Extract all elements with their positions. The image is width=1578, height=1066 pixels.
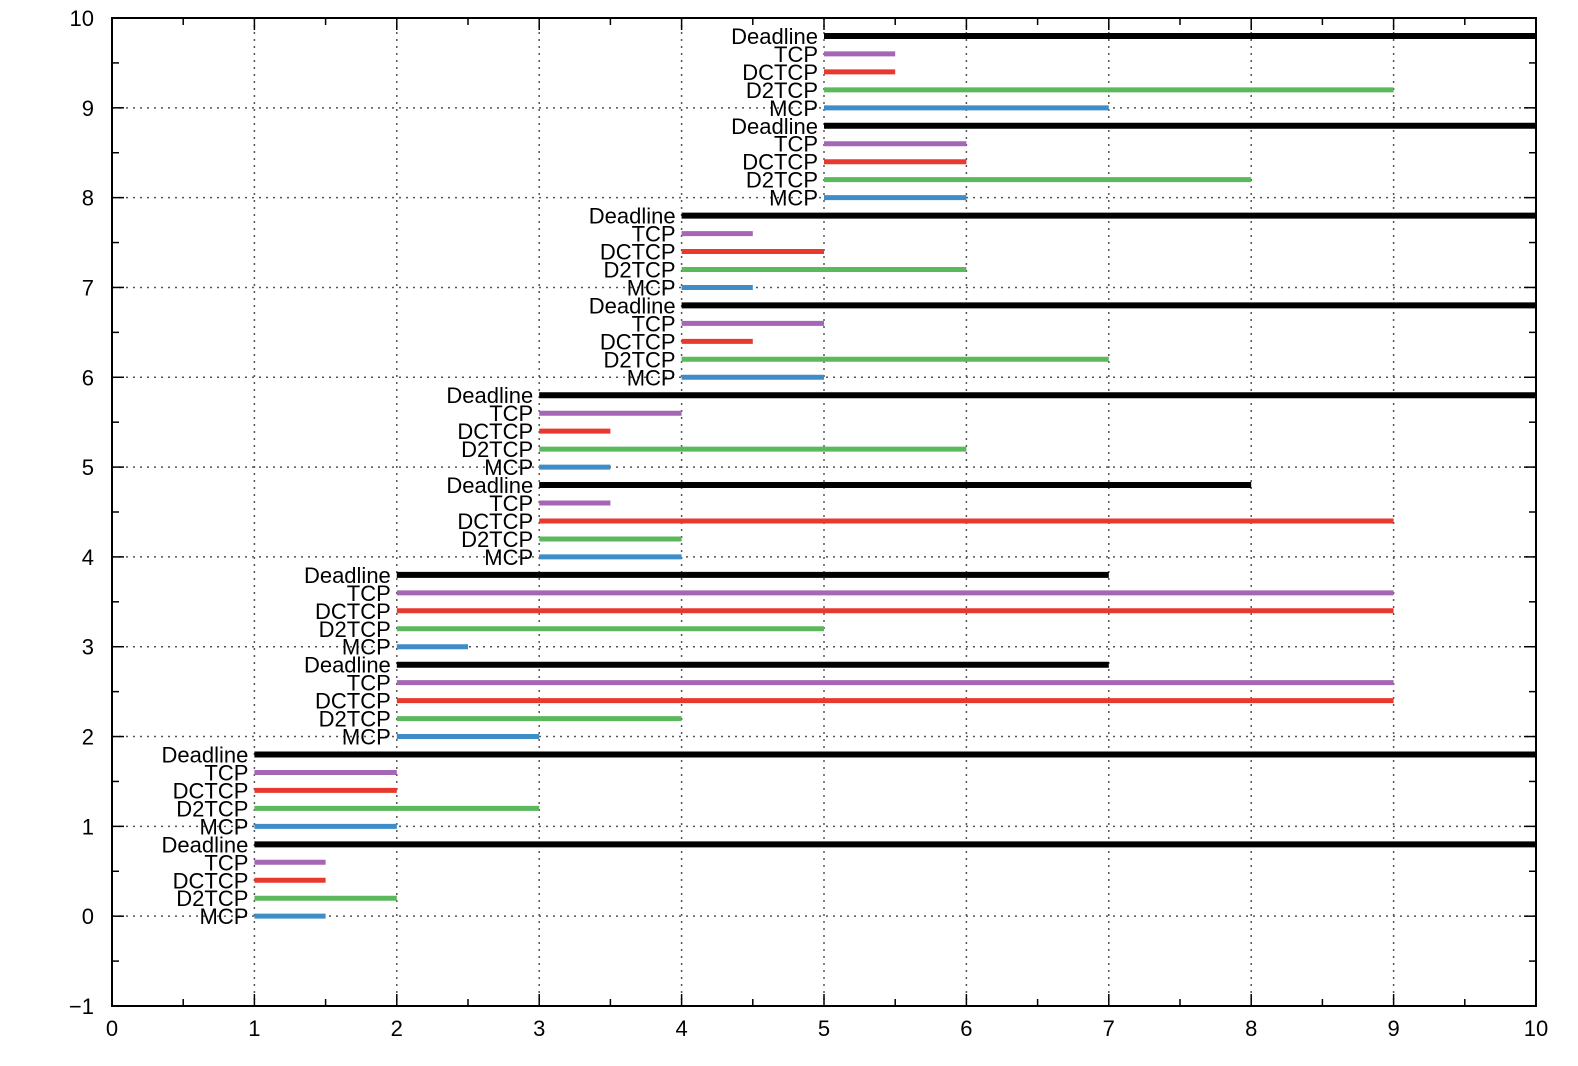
segment-label-deadline: Deadline	[589, 204, 676, 229]
x-tick-labels: 0 1 2 3 4 5 6 7 8 9 10	[106, 1016, 1548, 1041]
y-tick-label: −1	[69, 994, 94, 1019]
segment-label-d2tcp: D2TCP	[746, 78, 818, 103]
segment-label-d2tcp: D2TCP	[176, 886, 248, 911]
segment-label-d2tcp: D2TCP	[176, 796, 248, 821]
segment-label-tcp: TCP	[489, 401, 533, 426]
segment-label-deadline: Deadline	[731, 24, 818, 49]
segment-label-d2tcp: D2TCP	[603, 257, 675, 282]
segment-label-d2tcp: D2TCP	[461, 527, 533, 552]
segment-label-dctcp: DCTCP	[600, 240, 676, 265]
segment-label-mcp: MCP	[769, 96, 818, 121]
y-tick-label: 3	[82, 635, 94, 660]
segment-labels: DeadlineTCPDCTCPD2TCPMCPDeadlineTCPDCTCP…	[162, 24, 818, 929]
segment-label-tcp: TCP	[632, 222, 676, 247]
segment-label-tcp: TCP	[347, 671, 391, 696]
segment-label-deadline: Deadline	[589, 293, 676, 318]
y-tick-labels: −1 0 1 2 3 4 5 6 7 8 9 10	[69, 6, 94, 1019]
segment-label-mcp: MCP	[484, 545, 533, 570]
x-tick-label: 9	[1387, 1016, 1399, 1041]
segment-label-tcp: TCP	[347, 581, 391, 606]
segment-label-dctcp: DCTCP	[742, 60, 818, 85]
segment-label-deadline: Deadline	[446, 383, 533, 408]
segment-label-tcp: TCP	[632, 311, 676, 336]
y-tick-label: 1	[82, 814, 94, 839]
y-tick-label: 7	[82, 275, 94, 300]
segment-label-dctcp: DCTCP	[457, 419, 533, 444]
axis-ticks	[111, 17, 1537, 1007]
y-tick-label: 2	[82, 725, 94, 750]
x-tick-label: 10	[1524, 1016, 1548, 1041]
segment-label-tcp: TCP	[774, 132, 818, 157]
segment-label-dctcp: DCTCP	[457, 509, 533, 534]
x-tick-label: 0	[106, 1016, 118, 1041]
segment-label-tcp: TCP	[774, 42, 818, 67]
y-tick-label: 5	[82, 455, 94, 480]
bar-segments	[254, 32, 1536, 919]
segment-label-tcp: TCP	[204, 760, 248, 785]
x-tick-label: 3	[533, 1016, 545, 1041]
segment-label-tcp: TCP	[204, 850, 248, 875]
segment-label-dctcp: DCTCP	[315, 689, 391, 714]
segment-label-mcp: MCP	[627, 275, 676, 300]
segment-label-d2tcp: D2TCP	[461, 437, 533, 462]
segment-label-dctcp: DCTCP	[315, 599, 391, 624]
y-tick-label: 9	[82, 96, 94, 121]
x-tick-label: 8	[1245, 1016, 1257, 1041]
x-tick-label: 2	[391, 1016, 403, 1041]
segment-label-d2tcp: D2TCP	[603, 347, 675, 372]
segment-label-dctcp: DCTCP	[742, 150, 818, 175]
y-tick-label: 6	[82, 365, 94, 390]
segment-label-mcp: MCP	[484, 455, 533, 480]
segment-label-dctcp: DCTCP	[173, 868, 249, 893]
segment-label-mcp: MCP	[342, 635, 391, 660]
segment-label-mcp: MCP	[769, 186, 818, 211]
segment-label-mcp: MCP	[342, 725, 391, 750]
segment-label-deadline: Deadline	[731, 114, 818, 139]
y-tick-label: 0	[82, 904, 94, 929]
segment-label-d2tcp: D2TCP	[319, 617, 391, 642]
x-tick-label: 4	[675, 1016, 687, 1041]
x-tick-label: 6	[960, 1016, 972, 1041]
segment-label-deadline: Deadline	[162, 832, 249, 857]
segment-label-deadline: Deadline	[304, 563, 391, 588]
segment-label-d2tcp: D2TCP	[746, 168, 818, 193]
segment-label-d2tcp: D2TCP	[319, 707, 391, 732]
segment-label-dctcp: DCTCP	[600, 329, 676, 354]
y-tick-label: 4	[82, 545, 94, 570]
x-tick-label: 5	[818, 1016, 830, 1041]
segment-label-mcp: MCP	[627, 365, 676, 390]
segment-label-deadline: Deadline	[446, 473, 533, 498]
segment-label-deadline: Deadline	[304, 653, 391, 678]
y-tick-label: 8	[82, 186, 94, 211]
segment-label-mcp: MCP	[200, 814, 249, 839]
segment-label-deadline: Deadline	[162, 743, 249, 768]
grid-lines	[112, 18, 1536, 1006]
x-tick-label: 1	[248, 1016, 260, 1041]
y-tick-label: 10	[70, 6, 94, 31]
segment-label-tcp: TCP	[489, 491, 533, 516]
segment-label-dctcp: DCTCP	[173, 778, 249, 803]
segment-label-mcp: MCP	[200, 904, 249, 929]
x-tick-label: 7	[1103, 1016, 1115, 1041]
